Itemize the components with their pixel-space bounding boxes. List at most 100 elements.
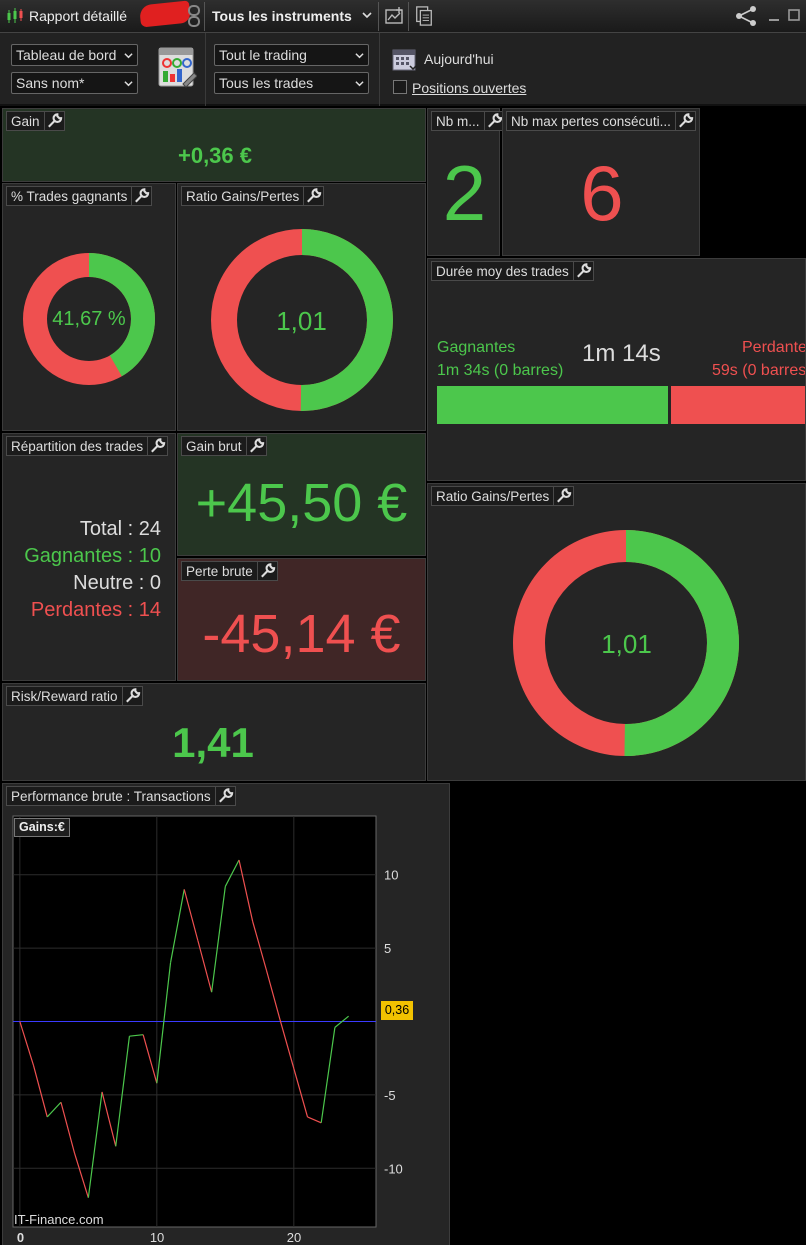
series-segment-up [115, 1036, 131, 1147]
chevron-down-icon[interactable] [362, 10, 372, 20]
minimize-icon[interactable] [767, 8, 781, 22]
chevron-down-icon [124, 53, 133, 59]
panel-title: Risk/Reward ratio [6, 686, 143, 706]
winning-trades-count: Gagnantes : 10 [24, 545, 161, 567]
trading-select-value: Tout le trading [219, 47, 307, 63]
series-segment-down [197, 940, 213, 993]
open-positions-checkbox[interactable] [393, 80, 407, 94]
separator [378, 2, 379, 31]
series-segment-down [307, 1116, 322, 1124]
date-range-label[interactable]: Aujourd'hui [424, 51, 494, 67]
performance-line-chart[interactable]: 10 5 -5 -10 0 10 20 [3, 784, 449, 1245]
x-tick-label: 0 [17, 1230, 24, 1245]
wrench-icon[interactable] [256, 561, 277, 581]
losing-duration-bar [671, 386, 805, 424]
panel-title-text: Perte brute [186, 564, 253, 579]
dashboard-select-value: Tableau de bord [16, 47, 117, 63]
profit-loss-ratio-value: 1,01 [276, 306, 327, 336]
separator [408, 2, 409, 31]
trades-select[interactable]: Tous les trades [214, 72, 369, 94]
profit-loss-ratio-panel: Ratio Gains/Pertes 1,01 [177, 183, 426, 431]
panel-title: Nb m... [431, 111, 505, 131]
title-bar: Rapport détaillé Tous les instruments [0, 0, 806, 33]
y-tick-label: -10 [384, 1161, 403, 1176]
total-trades: Total : 24 [79, 518, 161, 540]
profit-loss-ratio-panel-large: Ratio Gains/Pertes 1,01 [427, 483, 806, 781]
x-tick-label: 20 [287, 1230, 301, 1245]
profit-loss-donut-large [513, 530, 739, 756]
redaction-scribble [138, 0, 192, 28]
watermark: IT-Finance.com [14, 1212, 104, 1227]
series-segment-up [87, 1091, 103, 1198]
panel-title: Nb max pertes consécuti... [506, 111, 696, 131]
panel-title: Performance brute : Transactions [6, 786, 236, 806]
wrench-icon[interactable] [131, 186, 151, 206]
panel-title-text: Gain brut [186, 439, 242, 454]
nb-m-panel: Nb m... 2 [427, 108, 505, 256]
gross-gain-value: +45,50 € [195, 473, 408, 533]
y-tick-label: 10 [384, 868, 398, 883]
series-segment-up [334, 1015, 349, 1028]
wrench-icon[interactable] [245, 436, 266, 456]
win-arc [23, 253, 155, 385]
dashboard-select[interactable]: Tableau de bord [11, 44, 138, 66]
series-segment-down [265, 969, 281, 1021]
layout-name-value: Sans nom* [16, 75, 85, 91]
instrument-selector[interactable]: Tous les instruments [212, 8, 352, 24]
trade-distribution-panel: Répartition des trades Total : 24 Gagnan… [2, 433, 176, 681]
wrench-icon[interactable] [43, 111, 64, 131]
series-segment-down [279, 1019, 295, 1069]
trading-select[interactable]: Tout le trading [214, 44, 369, 66]
win-pct-value: 41,67 % [52, 308, 126, 330]
report-toolbar: Tableau de bord Sans nom* Tout le tradin… [0, 33, 806, 106]
series-segment-up [156, 962, 172, 1084]
dashboard-settings-icon[interactable] [157, 46, 197, 90]
maximize-icon[interactable] [787, 8, 801, 22]
calendar-icon[interactable] [392, 46, 418, 72]
series-segment-down [293, 1068, 309, 1118]
neutral-trades-count: Neutre : 0 [73, 572, 161, 594]
win-pct-donut [23, 253, 155, 385]
gain-panel: Gain +0,36 € [2, 108, 426, 182]
wrench-icon[interactable] [572, 261, 593, 281]
wrench-icon[interactable] [214, 786, 235, 806]
wrench-icon[interactable] [147, 436, 167, 456]
panel-title-text: Ratio Gains/Pertes [436, 489, 550, 504]
wrench-icon[interactable] [674, 111, 695, 131]
wrench-icon[interactable] [483, 111, 504, 131]
losing-duration-label: Perdantes [742, 339, 805, 356]
series-segment-down [74, 1153, 89, 1198]
add-chart-icon[interactable] [384, 6, 404, 26]
winning-trades-pct-panel: % Trades gagnants 41,67 % [2, 183, 176, 431]
link-icon[interactable] [187, 4, 201, 28]
panel-title: Répartition des trades [6, 436, 169, 456]
panel-title: Gain [6, 111, 65, 131]
chevron-down-icon [355, 53, 364, 59]
panel-title-text: Ratio Gains/Pertes [186, 189, 300, 204]
series-segment-down [238, 859, 254, 922]
panel-title-text: Risk/Reward ratio [11, 689, 118, 704]
series-segment-down [60, 1102, 76, 1154]
panel-title-text: Gain [11, 114, 40, 129]
panel-title: Durée moy des trades [431, 261, 594, 281]
avg-trade-duration-panel: Durée moy des trades Gagnantes 1m 34s (0… [427, 258, 806, 481]
wrench-icon[interactable] [303, 186, 323, 206]
layout-name-select[interactable]: Sans nom* [11, 72, 138, 94]
wrench-icon[interactable] [553, 486, 573, 506]
current-value-badge: 0,36 [381, 1001, 413, 1020]
series-segment-down [183, 889, 199, 941]
series-segment-up [320, 1027, 336, 1123]
open-positions-label[interactable]: Positions ouvertes [412, 80, 527, 96]
panel-title: Perte brute [181, 561, 278, 581]
wrench-icon[interactable] [121, 686, 142, 706]
panel-title: Gain brut [181, 436, 267, 456]
candlestick-logo-icon [7, 8, 23, 23]
separator [205, 33, 206, 106]
report-document-icon[interactable] [414, 6, 434, 26]
losing-duration-value: 59s (0 barres) [712, 362, 806, 379]
gross-gain-panel: Gain brut +45,50 € [177, 433, 426, 556]
share-icon[interactable] [735, 6, 759, 26]
panel-title-text: Performance brute : Transactions [11, 789, 211, 804]
winning-duration-label: Gagnantes [437, 339, 516, 356]
separator [204, 2, 205, 31]
